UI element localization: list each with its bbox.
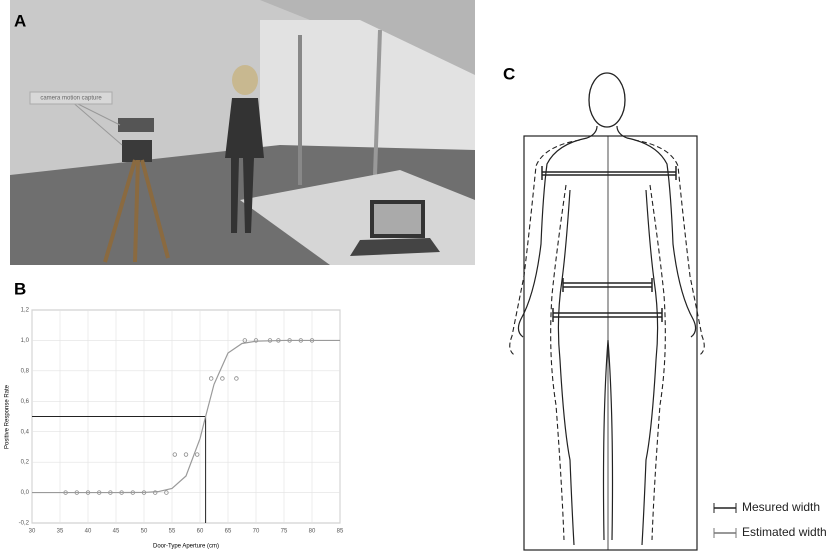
data-point (164, 490, 169, 495)
data-point (208, 376, 214, 381)
y-tick-label: 1,0 (21, 338, 30, 344)
x-tick-label: 80 (309, 529, 316, 535)
data-point (242, 338, 247, 343)
x-tick-label: 85 (337, 529, 344, 535)
y-tick-label: 0,6 (21, 399, 30, 405)
y-tick-label: 0,2 (21, 460, 30, 466)
data-point (220, 376, 225, 381)
scene: camera motion capture (10, 0, 475, 265)
x-tick-label: 65 (225, 529, 232, 535)
fit-curve (32, 339, 340, 494)
panel-label: A (14, 11, 26, 30)
data-point (234, 376, 239, 381)
x-tick-label: 60 (197, 529, 204, 535)
panel-label: B (14, 279, 26, 298)
scene-annotation: camera motion capture (40, 96, 102, 102)
x-tick-label: 50 (141, 529, 148, 535)
x-axis-label: Door-Type Aperture (cm) (153, 544, 219, 550)
y-tick-label: 0,8 (21, 368, 30, 374)
x-tick-label: 30 (29, 529, 36, 535)
y-tick-label: -0,2 (19, 521, 30, 527)
legend-label: Mesured width (742, 500, 820, 514)
x-tick-label: 70 (253, 529, 260, 535)
x-tick-label: 35 (57, 529, 64, 535)
data-point (253, 338, 259, 343)
data-point (152, 490, 158, 495)
panel-label: C (503, 64, 515, 83)
y-tick-label: 0,4 (21, 429, 30, 435)
data-point (172, 452, 177, 457)
x-tick-label: 40 (85, 529, 92, 535)
x-tick-label: 45 (113, 529, 120, 535)
x-tick-label: 55 (169, 529, 176, 535)
body-diagram (509, 72, 737, 551)
data-point (183, 452, 189, 457)
y-tick-label: 0,0 (21, 490, 30, 496)
y-axis-label: Positive Response Rate (5, 384, 11, 449)
y-tick-label: 1,2 (21, 308, 30, 314)
data-point (194, 452, 200, 457)
x-tick-label: 75 (281, 529, 288, 535)
legend-label: Estimated width (742, 525, 827, 539)
chart: Positive Response Rate Door-Type Apertur… (5, 308, 344, 550)
